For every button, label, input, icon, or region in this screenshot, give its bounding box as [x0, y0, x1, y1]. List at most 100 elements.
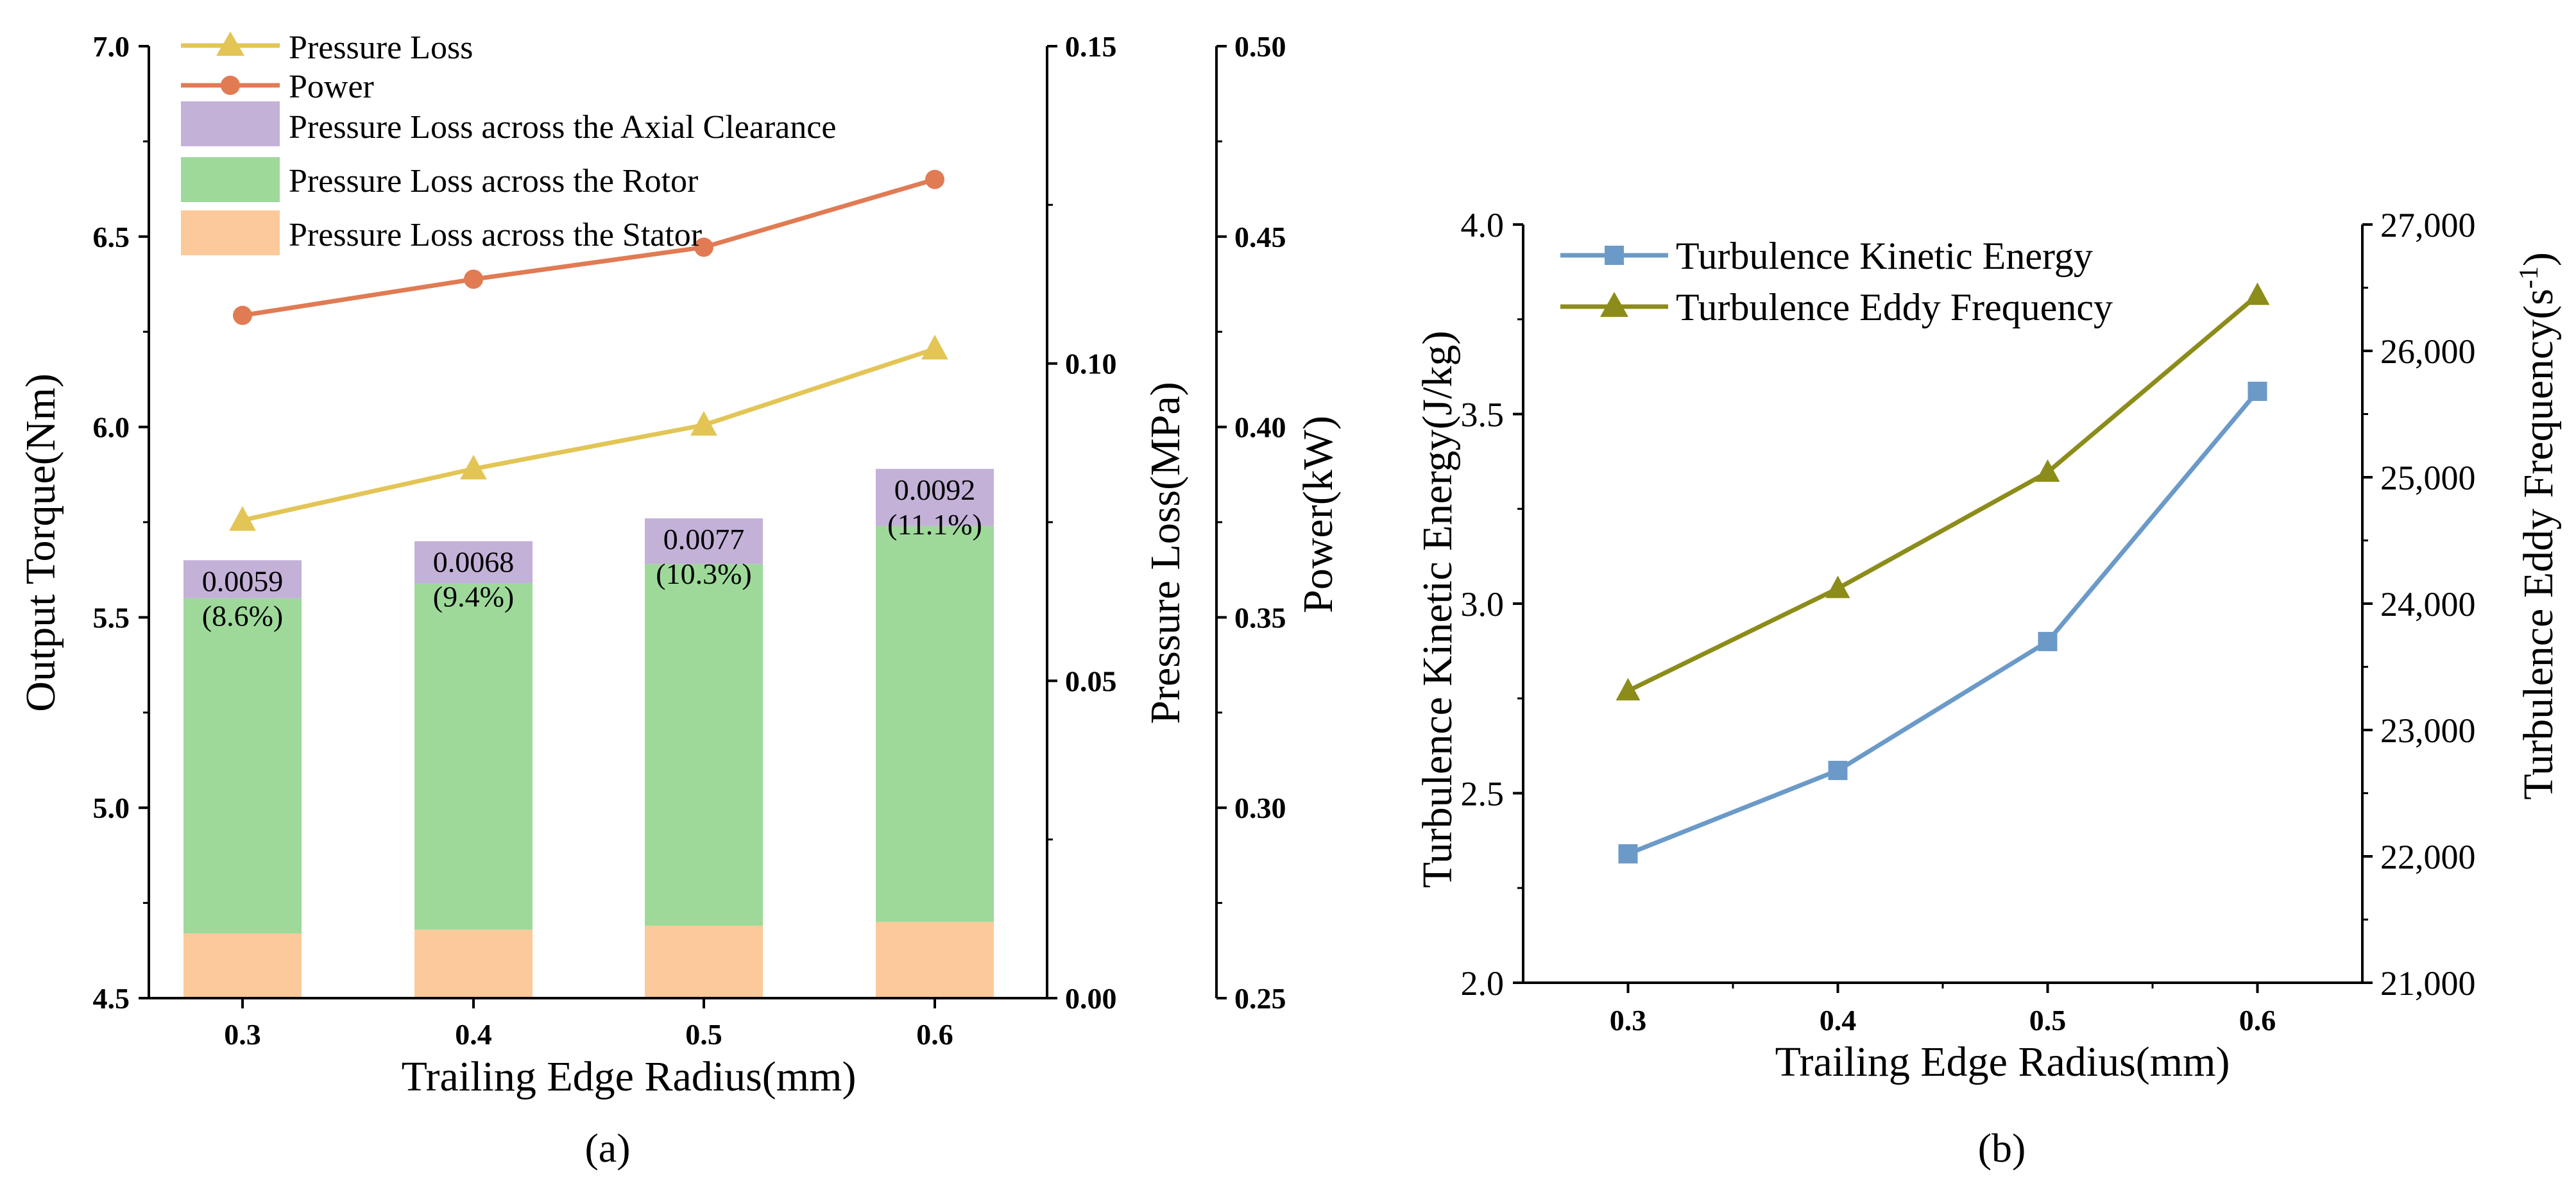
pressure-loss-marker — [229, 506, 256, 531]
line-series — [1616, 282, 2270, 864]
pressure-loss-marker — [460, 454, 487, 480]
x-tick-label: 0.5 — [685, 1018, 722, 1051]
x-tick-label: 0.5 — [2029, 1004, 2067, 1037]
power-marker — [233, 305, 252, 325]
y-axis-title-pressure-loss: Pressure Loss(MPa) — [1142, 382, 1189, 724]
panel-a-chart: 0.0059(8.6%) 0.0068(9.4%) 0.0077(10.3%) 0.0… — [17, 30, 1342, 1171]
legend-label-stator: Pressure Loss across the Stator — [289, 217, 702, 253]
bar-value-label: 0.0068 — [433, 546, 515, 579]
bar-value-label: 0.0077 — [663, 523, 745, 556]
axes: 4.5 5.0 5.5 6.0 6.5 7.0 0.00 0.05 0.10 0.15 0.25 0.… — [93, 30, 1286, 1051]
legend-label-power: Power — [289, 69, 374, 105]
y-tick-label: 2.0 — [1461, 964, 1505, 1003]
bar-percent-label: (8.6%) — [202, 599, 283, 632]
x-axis-title: Trailing Edge Radius(mm) — [1775, 1039, 2230, 1085]
eddy-frequency-marker — [1825, 575, 1850, 598]
tke-line — [1627, 389, 2260, 856]
y-axis-title-tke: Turbulence Kinetic Energy(J/kg) — [1414, 331, 1461, 888]
pressure-loss-marker — [690, 411, 717, 436]
bar-segment-rotor — [876, 525, 994, 922]
legend-rotor-patch — [181, 157, 280, 202]
bar-segment-axial-clearance — [876, 468, 994, 526]
y-tick-label: 5.5 — [93, 601, 130, 634]
legend-stator-patch — [181, 210, 280, 255]
bar-segment-axial-clearance — [183, 560, 302, 598]
eddy-frequency-marker — [1616, 677, 1641, 700]
panel-label-b: (b) — [1978, 1125, 2026, 1171]
y-tick-label: 23,000 — [2380, 711, 2476, 750]
y-tick-label: 0.25 — [1234, 982, 1286, 1015]
bar-segment-stator — [645, 926, 763, 998]
y-tick-label: 25,000 — [2380, 459, 2476, 497]
x-tick-label: 0.6 — [916, 1018, 953, 1051]
x-tick-label: 0.4 — [1820, 1004, 1857, 1037]
bar-segment-rotor — [414, 582, 533, 930]
y-tick-label: 24,000 — [2380, 585, 2476, 624]
power-marker — [694, 237, 713, 257]
power-line — [242, 177, 935, 318]
eddy-frequency-marker — [2035, 459, 2060, 482]
tke-marker — [2248, 382, 2267, 402]
y-tick-label: 0.10 — [1065, 348, 1117, 380]
legend-power-marker — [221, 76, 240, 95]
line-series — [229, 169, 948, 531]
legend: Pressure Loss Power Pressure Loss across… — [181, 30, 836, 255]
bar-segment-stator — [876, 922, 994, 998]
y-tick-label: 4.5 — [93, 982, 130, 1015]
x-axis-title: Trailing Edge Radius(mm) — [402, 1053, 857, 1100]
y-tick-label: 26,000 — [2380, 332, 2476, 371]
y-tick-label: 5.0 — [93, 792, 130, 824]
y-tick-label: 0.50 — [1234, 30, 1286, 63]
y-tick-label: 0.15 — [1065, 30, 1117, 63]
legend-label-tke: Turbulence Kinetic Energy — [1676, 235, 2093, 277]
y-tick-label: 7.0 — [93, 30, 130, 63]
legend-label-rotor: Pressure Loss across the Rotor — [289, 163, 698, 200]
tke-marker — [2038, 632, 2058, 652]
bar-segment-rotor — [645, 564, 763, 926]
legend-label-eddy: Turbulence Eddy Frequency — [1676, 286, 2113, 328]
legend-label-axial-clearance: Pressure Loss across the Axial Clearance — [289, 109, 836, 146]
pressure-loss-marker — [921, 334, 948, 360]
y-tick-label: 0.05 — [1065, 665, 1117, 697]
y-tick-label: 21,000 — [2380, 964, 2476, 1003]
legend-axial-clearance-patch — [181, 101, 280, 146]
bar-segment-axial-clearance — [414, 541, 533, 583]
bar-segment-rotor — [183, 598, 302, 934]
y-tick-label: 0.00 — [1065, 982, 1117, 1015]
bar-percent-label: (11.1%) — [887, 508, 982, 541]
power-marker — [464, 269, 483, 289]
bar-value-label: 0.0059 — [202, 565, 284, 597]
y-tick-label: 0.40 — [1234, 411, 1286, 444]
y-tick-label: 0.30 — [1234, 792, 1286, 824]
eddy-title-superscript: -1 — [2514, 266, 2544, 289]
y-tick-label: 2.5 — [1461, 775, 1505, 813]
pressure-loss-line — [242, 346, 936, 523]
y-tick-label: 0.35 — [1234, 601, 1286, 634]
bar-segment-stator — [414, 930, 533, 998]
legend-eddy-marker — [1600, 292, 1628, 317]
eddy-frequency-line — [1626, 293, 2259, 693]
bar-percent-label: (9.4%) — [433, 581, 514, 613]
eddy-title-end: ) — [2515, 252, 2562, 266]
legend: Turbulence Kinetic Energy Turbulence Edd… — [1560, 235, 2113, 328]
x-tick-label: 0.3 — [224, 1018, 261, 1051]
stacked-bars — [183, 468, 994, 998]
eddy-title-main: Turbulence Eddy Frequency(s — [2515, 289, 2562, 800]
y-tick-label: 3.0 — [1461, 585, 1505, 624]
panel-b-chart: 2.0 2.5 3.0 3.5 4.0 21,000 22,000 23,000 24,000 2… — [1414, 206, 2562, 1171]
tke-marker — [1828, 761, 1848, 781]
bar-percent-label: (10.3%) — [656, 557, 751, 590]
y-tick-label: 22,000 — [2380, 838, 2476, 876]
bar-segment-stator — [183, 933, 302, 998]
y-axis-title-torque: Output Torque(Nm) — [17, 373, 64, 712]
y-tick-label: 6.5 — [93, 221, 130, 253]
tke-marker — [1618, 844, 1638, 864]
y-tick-label: 6.0 — [93, 411, 130, 444]
x-tick-label: 0.6 — [2239, 1004, 2276, 1037]
power-marker — [925, 169, 944, 189]
y-tick-label: 3.5 — [1461, 396, 1505, 434]
y-axis-title-power: Power(kW) — [1295, 416, 1342, 613]
x-tick-label: 0.4 — [455, 1018, 492, 1051]
axes: 2.0 2.5 3.0 3.5 4.0 21,000 22,000 23,000 24,000 2… — [1461, 206, 2476, 1037]
